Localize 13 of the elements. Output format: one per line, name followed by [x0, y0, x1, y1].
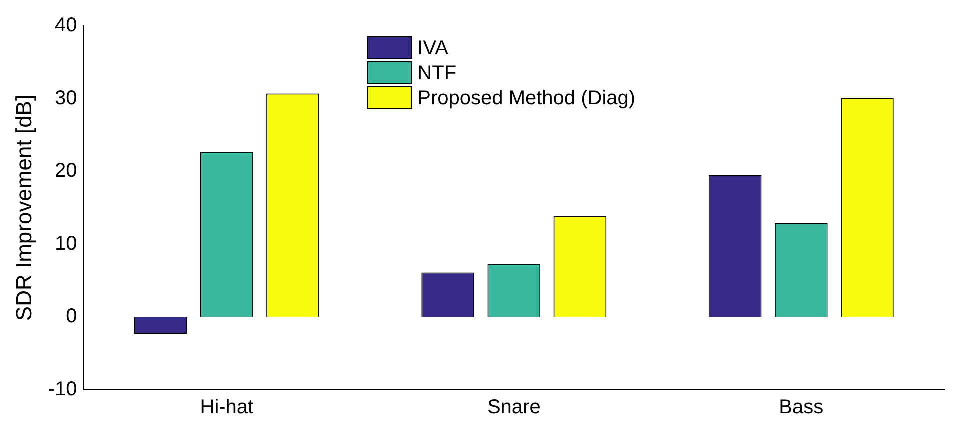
legend-label: IVA [418, 38, 450, 60]
legend-label: NTF [418, 62, 457, 85]
y-tick-label: 40 [55, 14, 78, 37]
y-tick-label: 30 [55, 87, 78, 110]
x-tick-label: Hi-hat [200, 396, 254, 419]
x-tick-label: Bass [779, 396, 824, 419]
y-tick-label: 20 [55, 160, 78, 182]
y-axis-title: SDR Improvement [dB] [11, 94, 36, 322]
legend-label: Proposed Method (Diag) [418, 88, 636, 110]
y-tick-label: 10 [55, 232, 78, 255]
y-tick-label: 0 [66, 306, 78, 328]
x-tick-label: Snare [487, 396, 541, 419]
y-tick-label: -10 [48, 378, 78, 401]
